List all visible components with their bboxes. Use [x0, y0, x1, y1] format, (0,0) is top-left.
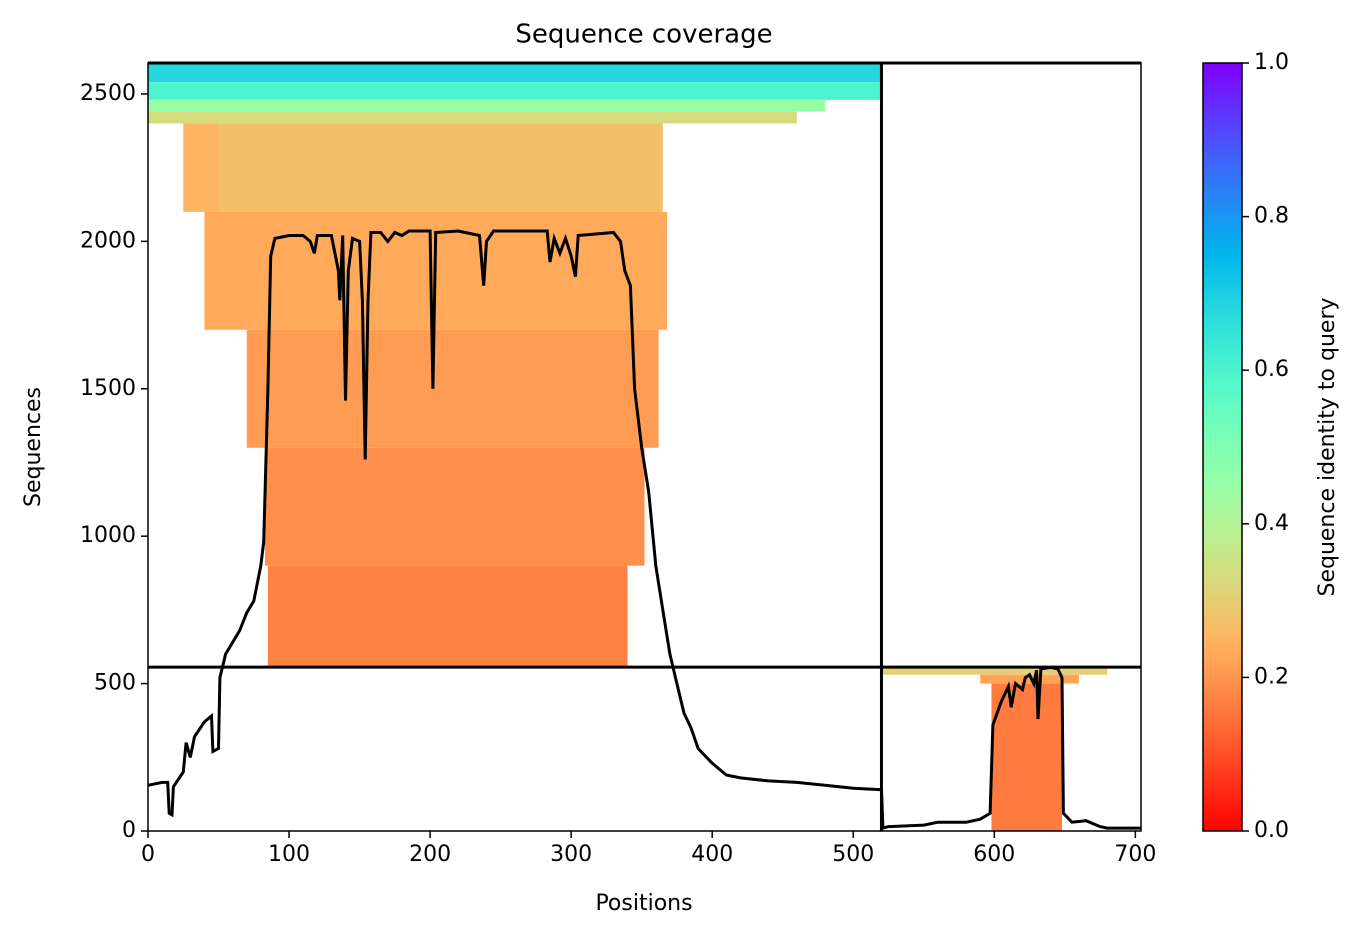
y-tick-label: 1000 — [80, 523, 136, 548]
colorbar-tick-label: 0.0 — [1254, 818, 1289, 843]
coverage-block — [991, 683, 1063, 831]
coverage-block — [267, 565, 628, 668]
coverage-block — [881, 667, 1108, 675]
x-tick-label: 400 — [691, 842, 733, 867]
x-tick-label: 200 — [409, 842, 451, 867]
y-tick-label: 0 — [122, 818, 136, 843]
coverage-block — [183, 123, 219, 212]
coverage-block — [265, 447, 645, 566]
y-tick-label: 500 — [94, 671, 136, 696]
coverage-line — [147, 229, 1141, 831]
colorbar-tick-label: 0.8 — [1254, 204, 1289, 229]
colorbar-tick-label: 1.0 — [1254, 50, 1289, 75]
x-tick-label: 600 — [973, 842, 1015, 867]
coverage-block — [148, 99, 826, 112]
colorbar-tick-label: 0.2 — [1254, 664, 1289, 689]
coverage-block — [980, 674, 1079, 684]
coverage-block — [148, 63, 882, 83]
colorbar — [1202, 62, 1243, 832]
coverage-block — [246, 329, 659, 448]
x-tick-label: 500 — [832, 842, 874, 867]
x-tick-label: 0 — [141, 842, 155, 867]
y-tick-label: 1500 — [80, 376, 136, 401]
coverage-block — [218, 123, 663, 212]
coverage-block — [148, 111, 797, 124]
y-axis-label: Sequences — [21, 387, 46, 507]
y-tick-label: 2000 — [80, 228, 136, 253]
colorbar-tick-label: 0.4 — [1254, 511, 1289, 536]
x-tick-label: 300 — [550, 842, 592, 867]
colorbar-label: Sequence identity to query — [1315, 297, 1340, 596]
x-axis-label: Positions — [595, 891, 692, 916]
x-tick-label: 100 — [268, 842, 310, 867]
y-tick-label: 2500 — [80, 81, 136, 106]
coverage-block — [148, 82, 882, 100]
colorbar-tick-label: 0.6 — [1254, 357, 1289, 382]
x-tick-label: 700 — [1114, 842, 1156, 867]
chart-title: Sequence coverage — [515, 20, 772, 50]
